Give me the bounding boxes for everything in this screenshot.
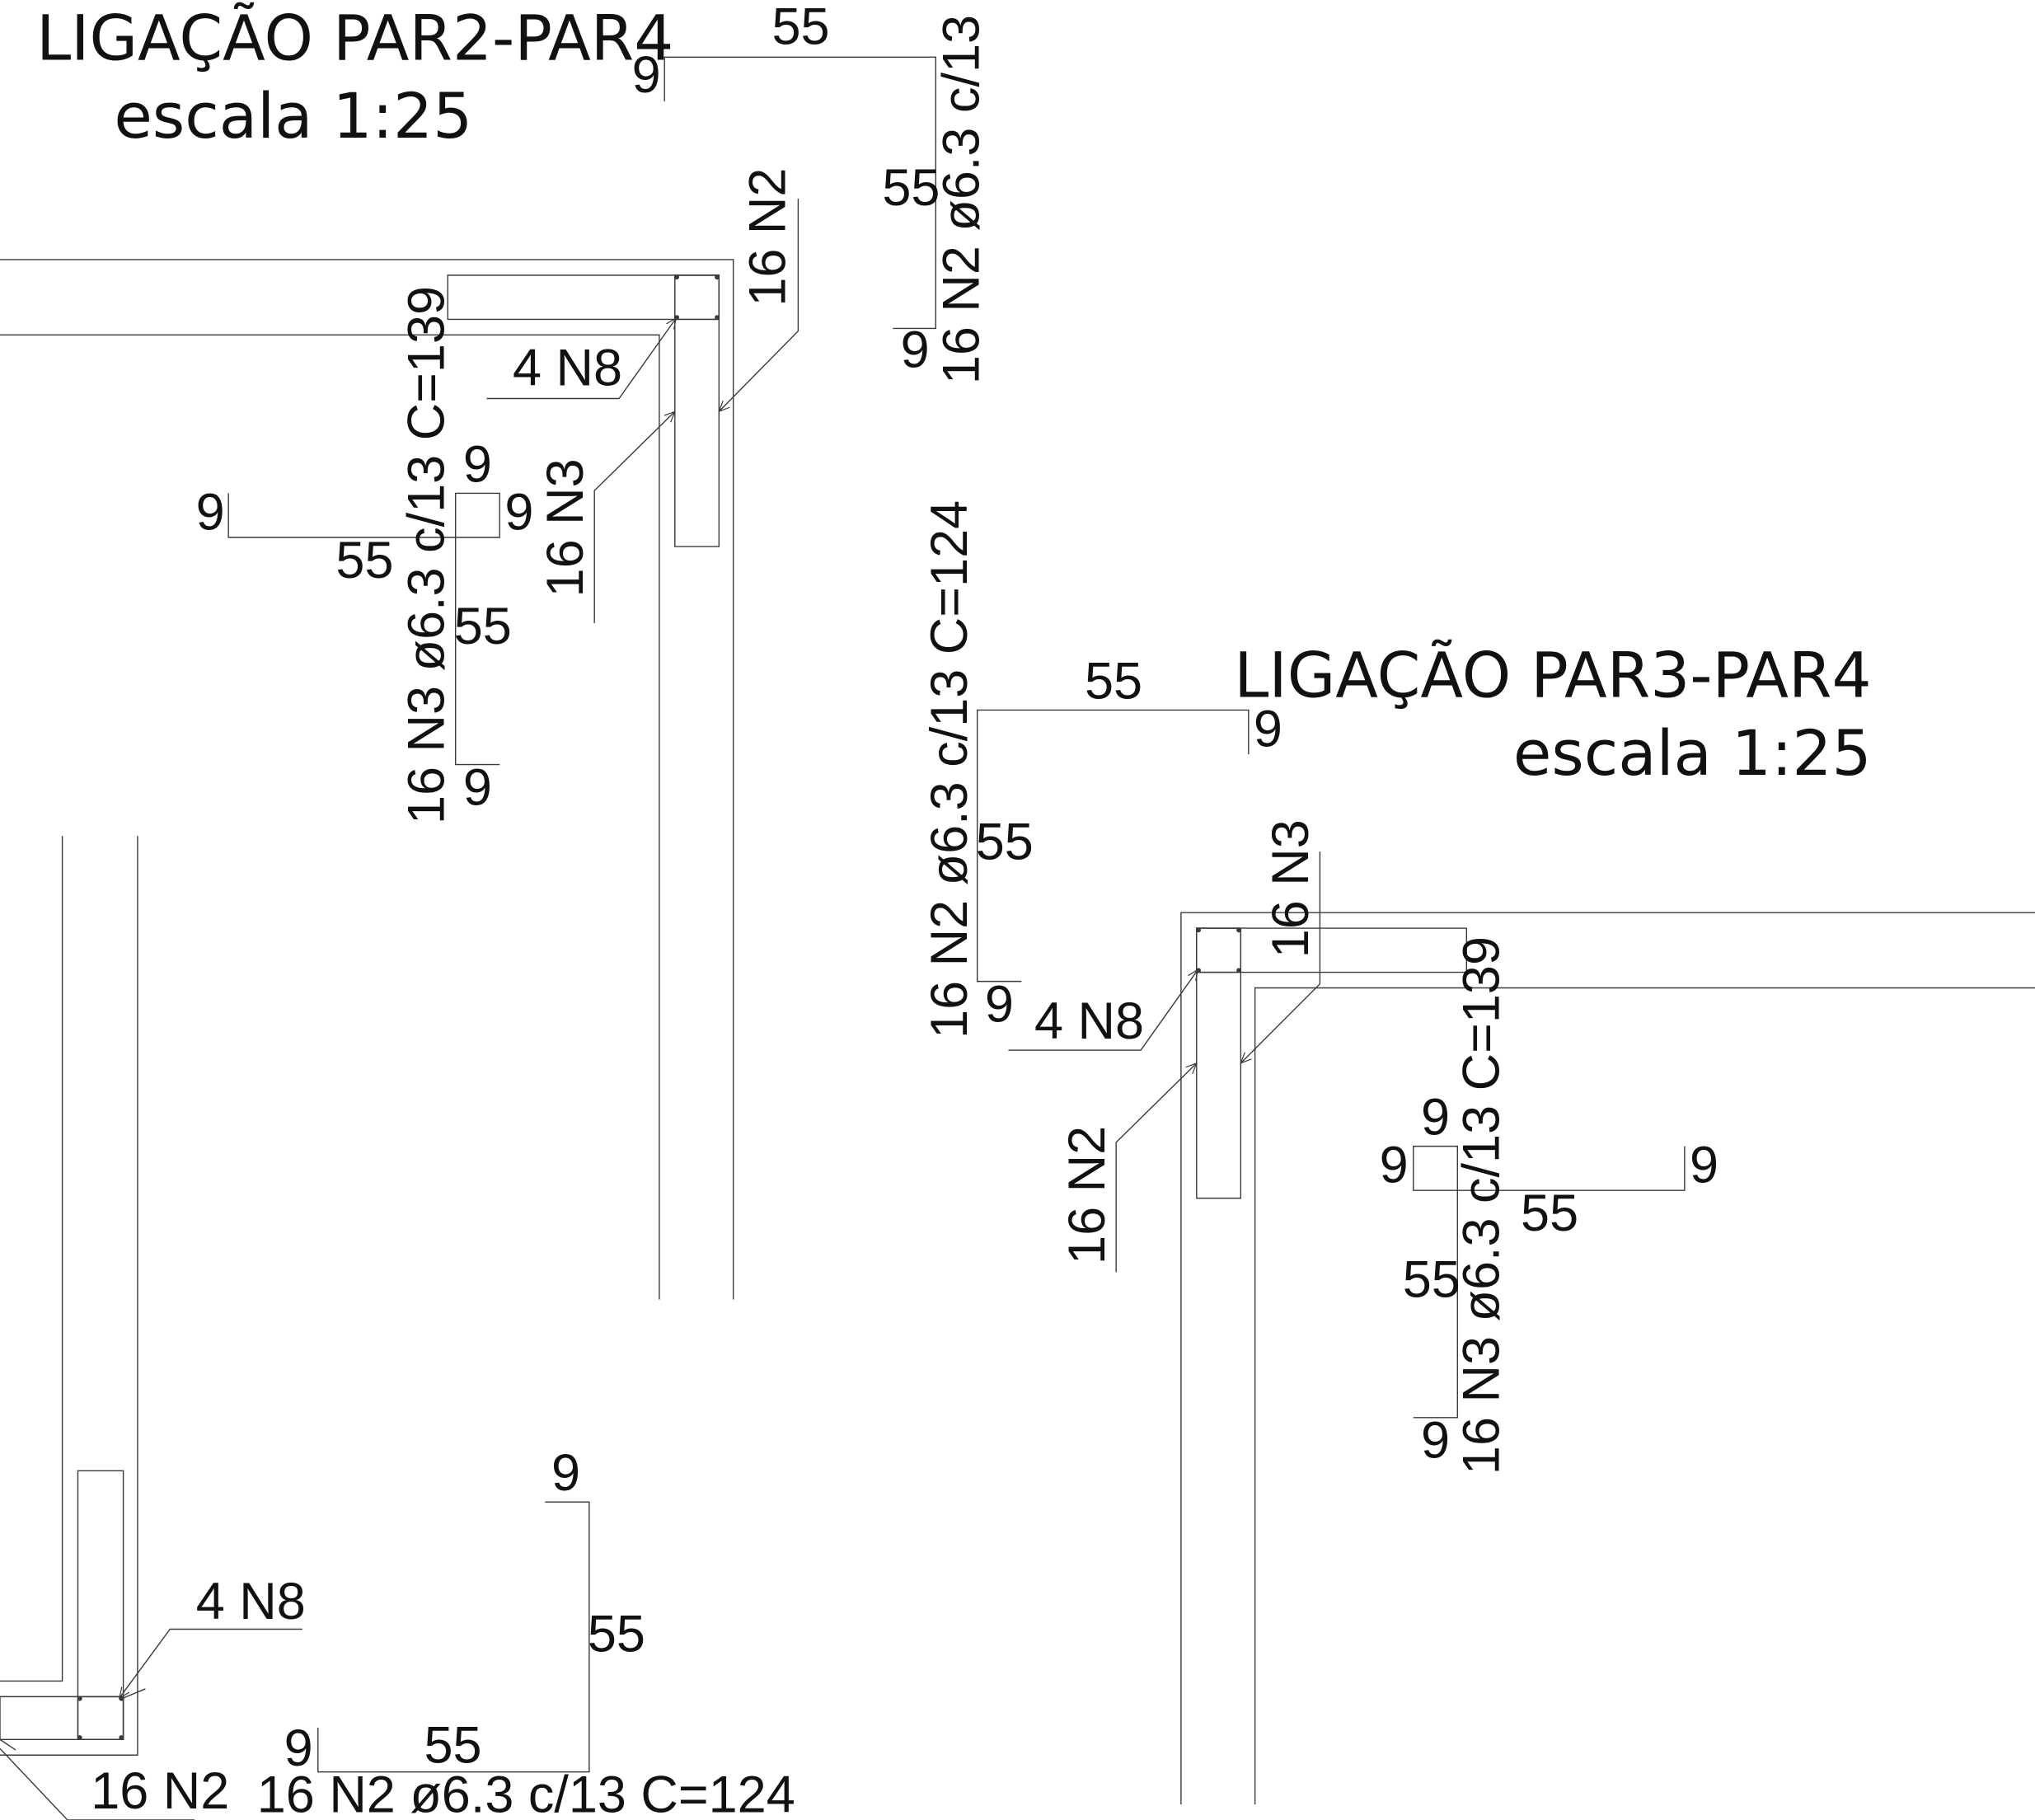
callout-4n8: 4 N8 <box>1008 969 1198 1050</box>
svg-text:9: 9 <box>284 1719 313 1777</box>
svg-text:55: 55 <box>1085 652 1142 710</box>
svg-text:55: 55 <box>588 1605 645 1663</box>
svg-text:9: 9 <box>463 758 492 816</box>
callout-label-n2: 16 N2 <box>1058 1126 1116 1264</box>
callout-16n3: 16 N3 <box>1240 819 1320 1063</box>
svg-text:55: 55 <box>772 0 830 56</box>
bar-shape-n2: 55 9 55 9 16 N2 ø6.3 c/13 C=124 <box>632 0 991 384</box>
svg-text:9: 9 <box>632 46 661 104</box>
svg-text:55: 55 <box>454 598 512 655</box>
callout-16n2: 16 N2 <box>1058 1063 1197 1273</box>
svg-text:9: 9 <box>901 321 930 379</box>
callout-16n3: 16 N3 <box>537 411 675 623</box>
callout-label-n3: 16 N3 <box>1262 819 1320 958</box>
svg-text:55: 55 <box>882 159 940 217</box>
callout-label-n2: 16 N2 <box>739 168 797 307</box>
corner-bars-n8 <box>1196 928 1240 973</box>
callout-label-n3: 16 N3 <box>537 458 594 597</box>
bar-shape-n3: 9 9 9 55 55 9 16 N3 ø6.3 c/13 C=139 <box>1380 936 1718 1475</box>
callout-16n2: 16 N2 <box>0 1739 229 1820</box>
callout-label-n8: 4 N8 <box>196 1573 306 1630</box>
callout-4n8: 4 N8 <box>486 318 676 399</box>
svg-text:9: 9 <box>504 484 533 542</box>
svg-text:55: 55 <box>424 1717 482 1775</box>
wall-outline <box>0 836 138 1755</box>
bar-spec-n2: 16 N2 ø6.3 c/13 C=124 <box>257 1766 795 1820</box>
wall-outline <box>1181 912 2035 1804</box>
bar-spec-n3: 16 N3 ø6.3 c/13 C=139 <box>398 286 456 824</box>
svg-text:55: 55 <box>335 532 393 589</box>
svg-text:55: 55 <box>1403 1250 1461 1308</box>
detail-par2-par4: LIGAÇÃO PAR2-PAR4 escala 1:25 4 N8 16 N2… <box>0 0 990 1299</box>
bar-shape-n3: 9 9 9 55 55 9 16 N3 ø6.3 c/13 C=139 <box>196 286 534 824</box>
bar-spec-n2: 16 N2 ø6.3 c/13 C=124 <box>921 500 978 1039</box>
callout-label-n8: 4 N8 <box>1034 992 1144 1050</box>
detail-par3-par4: LIGAÇÃO PAR3-PAR4 escala 1:25 4 N8 16 N3… <box>921 500 2035 1804</box>
callout-16n2: 16 N2 <box>719 168 798 412</box>
corner-bars-n8 <box>77 1696 124 1740</box>
bar-spec-n2: 16 N2 ø6.3 c/13 C=124 <box>932 0 990 384</box>
corner-bars-n8 <box>674 274 719 319</box>
detail-scale: escala 1:25 <box>114 80 472 152</box>
detail-title: LIGAÇÃO PAR2-PAR4 <box>36 2 673 74</box>
svg-text:9: 9 <box>551 1444 580 1502</box>
callout-label-n8: 4 N8 <box>513 340 622 397</box>
svg-text:9: 9 <box>1380 1137 1409 1194</box>
svg-text:9: 9 <box>463 435 492 493</box>
bar-shape-n2: 9 55 9 55 16 N2 ø6.3 c/13 C=124 <box>257 1444 795 1820</box>
detail-scale: escala 1:25 <box>1513 717 1872 790</box>
callout-4n8: 4 N8 <box>120 1573 306 1698</box>
svg-text:9: 9 <box>196 484 225 542</box>
svg-text:9: 9 <box>1254 701 1282 758</box>
svg-text:9: 9 <box>1421 1412 1450 1470</box>
svg-text:55: 55 <box>976 814 1034 871</box>
bar-spec-n3: 16 N3 ø6.3 c/13 C=139 <box>1453 936 1511 1475</box>
bar-shape-n2: 55 9 55 9 16 N2 ø6.3 c/13 C=124 <box>921 500 1282 1039</box>
svg-text:9: 9 <box>985 975 1014 1033</box>
svg-text:55: 55 <box>1521 1184 1578 1242</box>
svg-text:9: 9 <box>1421 1088 1450 1146</box>
detail-lower-left: 4 N8 16 N2 9 55 9 55 16 N2 ø6.3 c/13 C=1… <box>0 836 795 1820</box>
svg-text:9: 9 <box>1690 1137 1718 1194</box>
callout-label-n2: 16 N2 <box>91 1762 229 1820</box>
wall-outline <box>0 260 734 1299</box>
detail-title: LIGAÇÃO PAR3-PAR4 <box>1234 640 1871 712</box>
